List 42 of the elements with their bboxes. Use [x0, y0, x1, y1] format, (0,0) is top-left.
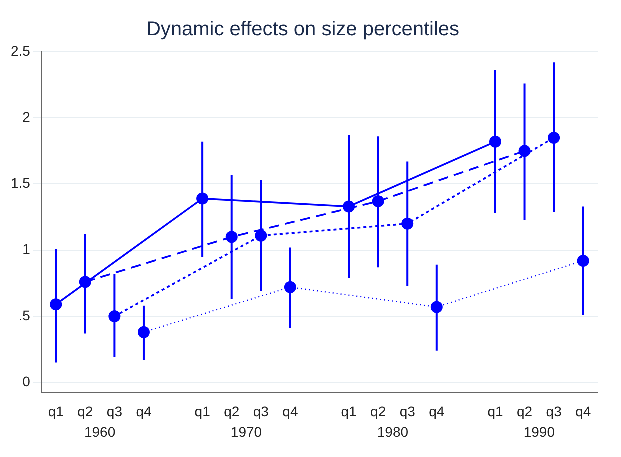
x-tick-label: q3 — [106, 403, 123, 420]
chart-title: Dynamic effects on size percentiles — [146, 18, 460, 41]
x-tick-label: q4 — [429, 403, 445, 420]
point — [196, 192, 209, 205]
point — [430, 301, 443, 314]
text: 1990 — [524, 424, 556, 440]
x-tick-label: q4 — [136, 403, 152, 420]
x-tick-label: q2 — [224, 403, 240, 420]
point — [548, 132, 560, 144]
point — [50, 298, 62, 311]
y-tick-label: 2 — [22, 108, 31, 125]
y-tick-label: 1 — [22, 241, 31, 258]
point — [255, 230, 268, 242]
point — [226, 231, 238, 244]
x-tick-label: q1 — [194, 403, 211, 420]
x-tick-label: q3 — [400, 403, 416, 420]
y-tick-label: 2.5 — [10, 42, 31, 59]
text: 1970 — [230, 424, 262, 440]
text: 1960 — [84, 424, 116, 440]
x-tick-label: q4 — [282, 403, 298, 420]
point — [402, 218, 414, 230]
x-tick-label: q2 — [370, 403, 386, 420]
x-tick-label: q3 — [253, 403, 270, 420]
x-tick-label: q1 — [48, 403, 64, 420]
point — [577, 254, 590, 267]
x-tick-label: q2 — [78, 403, 94, 420]
y-tick-label: 0 — [22, 373, 31, 390]
point — [108, 310, 121, 322]
text: 1980 — [377, 424, 409, 440]
point — [489, 136, 502, 148]
point — [284, 281, 296, 294]
x-tick-label: q1 — [341, 403, 358, 420]
point — [343, 200, 356, 213]
x-tick-label: q1 — [488, 403, 504, 420]
point — [518, 145, 531, 158]
x-tick-label: q4 — [576, 403, 592, 420]
x-tick-label: q3 — [546, 403, 562, 420]
point — [372, 195, 384, 208]
x-tick-label: q2 — [516, 403, 533, 420]
point — [138, 326, 150, 338]
y-tick-label: 1.5 — [10, 175, 31, 192]
y-tick-label: .5 — [18, 307, 31, 324]
